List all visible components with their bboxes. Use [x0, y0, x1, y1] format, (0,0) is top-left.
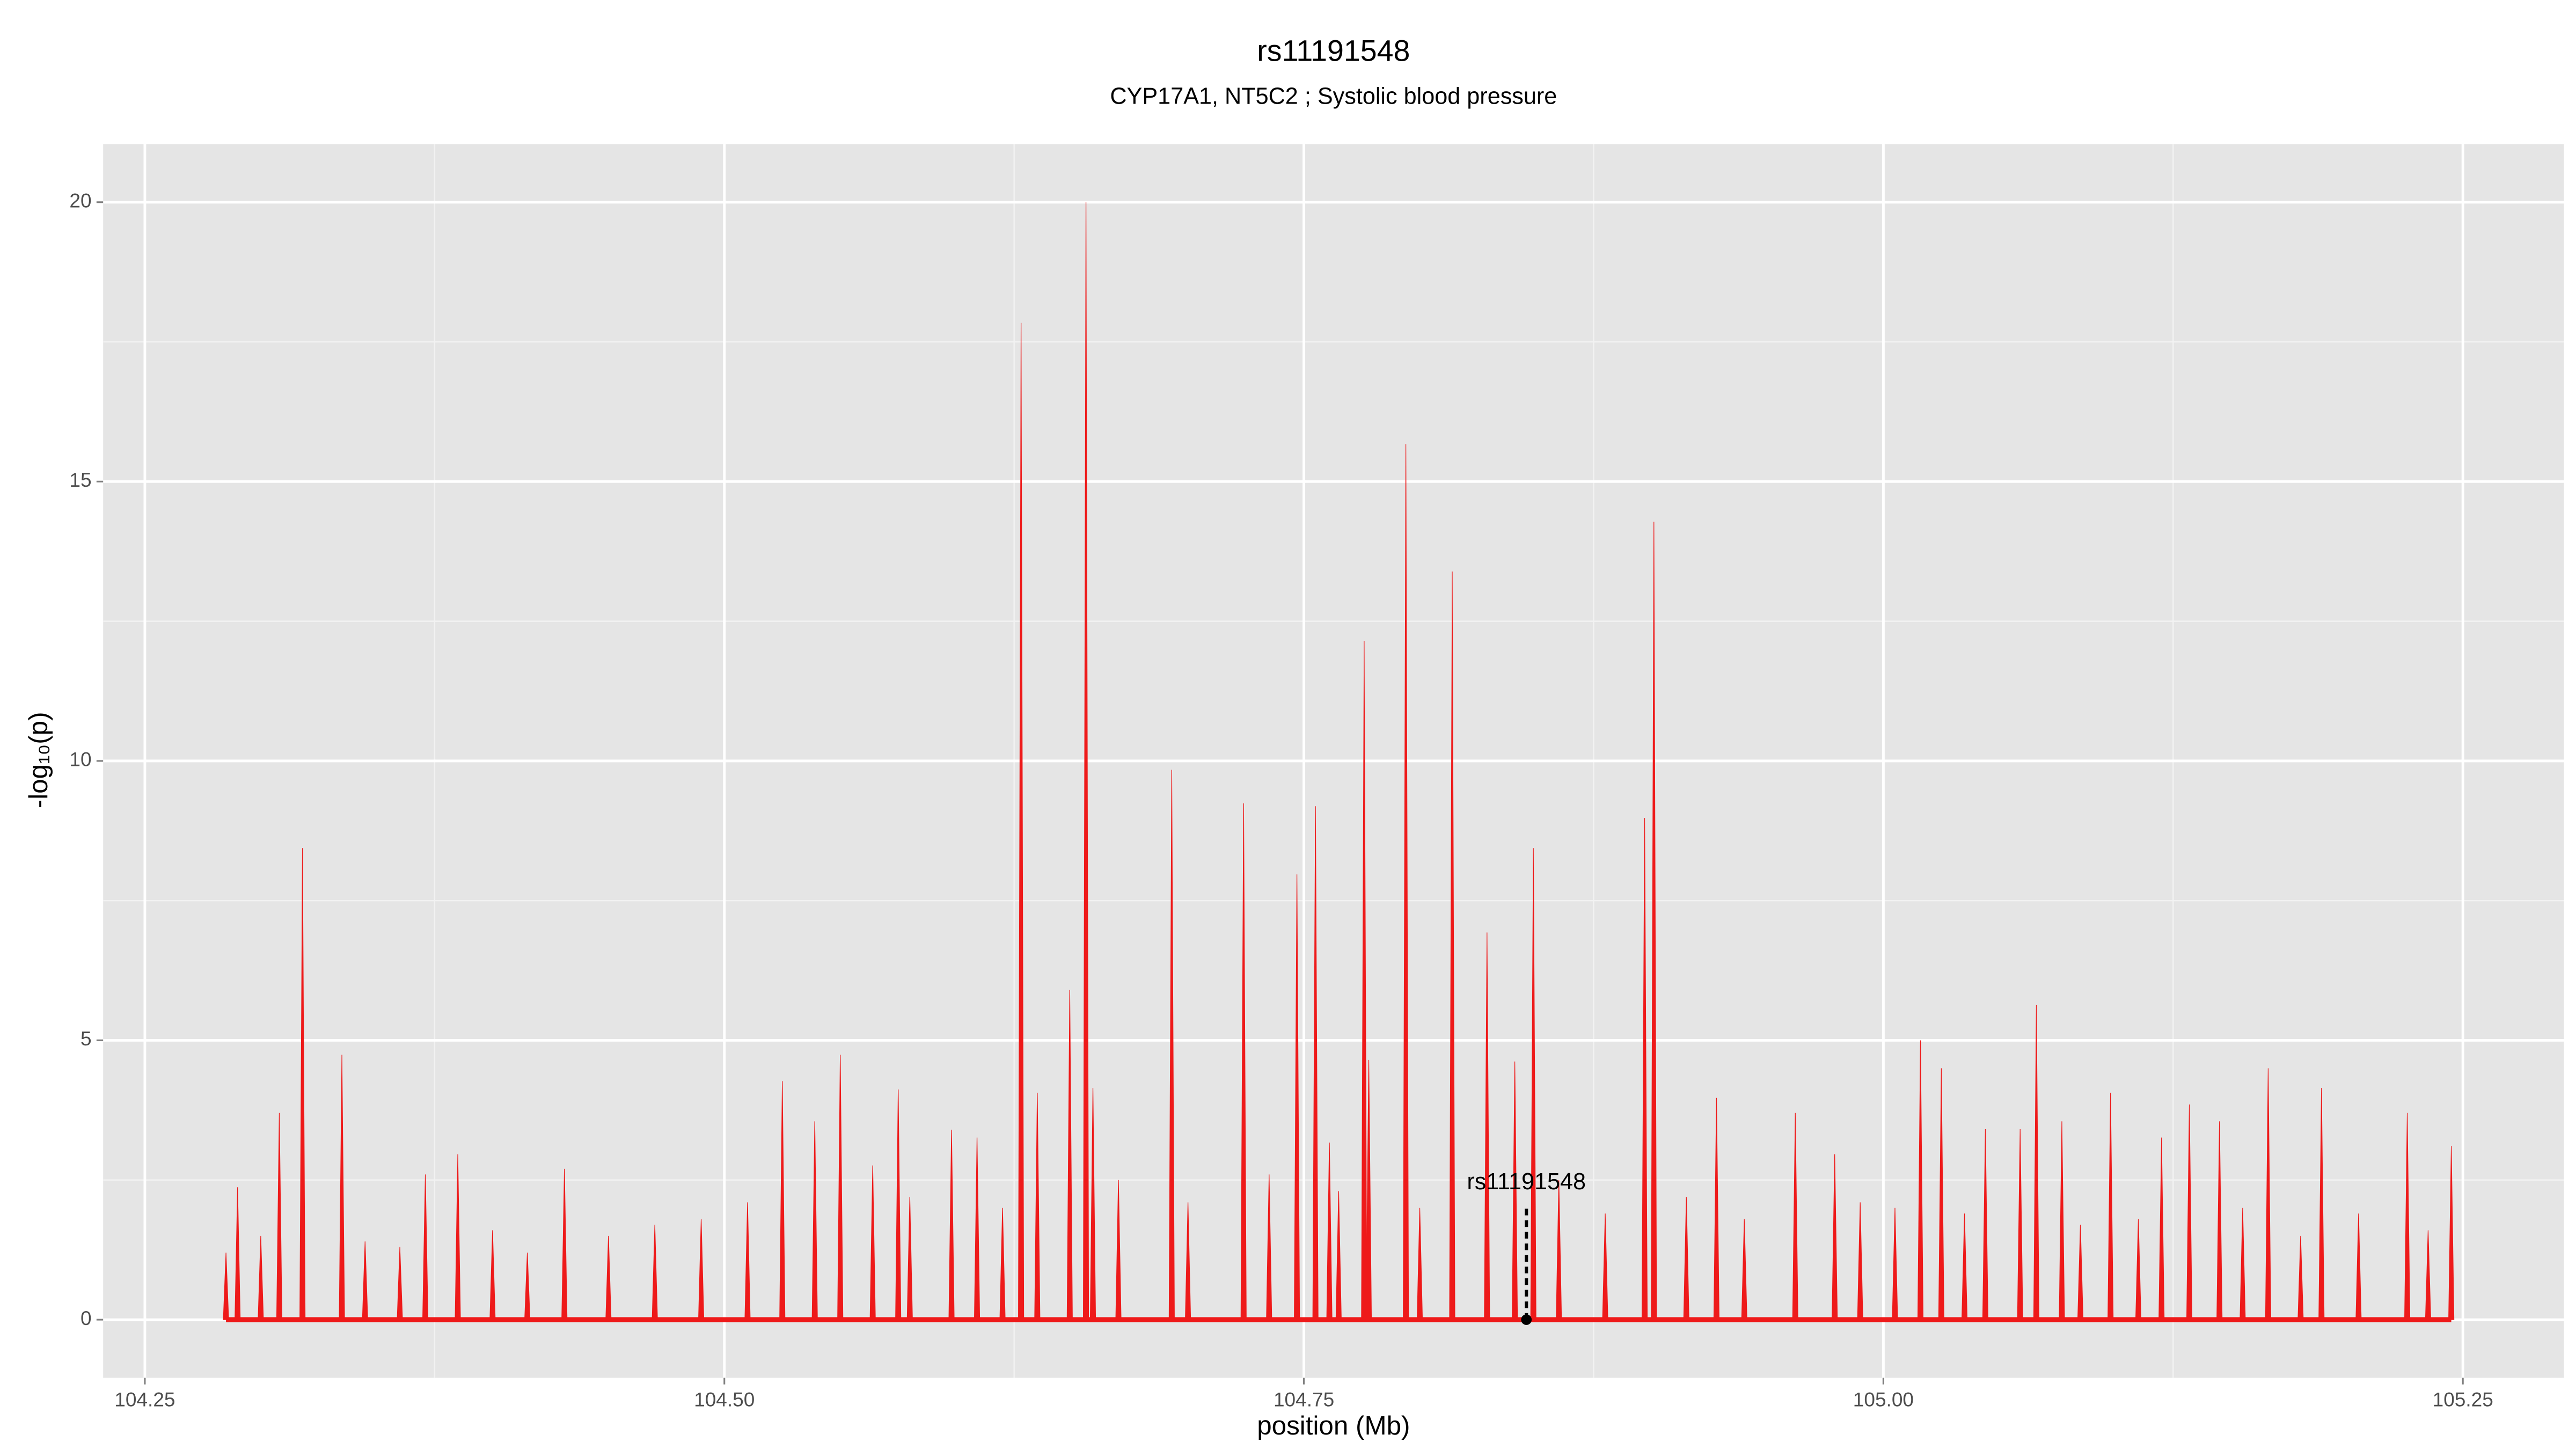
spike — [422, 1174, 429, 1320]
spike — [1185, 1202, 1191, 1320]
y-tick-label: 20 — [69, 189, 91, 212]
spike — [1530, 848, 1536, 1320]
x-tick-label: 105.00 — [1853, 1388, 1914, 1410]
spike — [1361, 641, 1367, 1320]
chart-title: rs11191548 — [1257, 34, 1410, 67]
spike — [1449, 571, 1455, 1320]
spike — [1018, 323, 1024, 1320]
spike — [869, 1165, 876, 1320]
spike — [605, 1235, 612, 1320]
spike — [2135, 1219, 2142, 1320]
spike — [2425, 1230, 2431, 1320]
spike — [999, 1208, 1006, 1320]
spike — [235, 1187, 241, 1320]
spike — [906, 1196, 913, 1320]
spike — [1115, 1180, 1122, 1320]
spike — [1982, 1129, 1989, 1320]
spike — [811, 1121, 818, 1320]
spike — [974, 1137, 980, 1320]
spike — [1602, 1213, 1608, 1320]
spike — [2186, 1104, 2193, 1320]
y-tick-label: 0 — [80, 1307, 92, 1329]
spike — [362, 1241, 368, 1320]
spike — [397, 1247, 403, 1320]
spike — [2077, 1225, 2084, 1320]
spike — [1294, 874, 1300, 1320]
x-tick-label: 104.50 — [694, 1388, 755, 1410]
spike — [895, 1089, 902, 1320]
spike — [1240, 803, 1247, 1320]
spike — [2216, 1121, 2223, 1320]
spike — [299, 848, 306, 1320]
spike — [1683, 1196, 1689, 1320]
x-axis-label: position (Mb) — [1257, 1411, 1410, 1440]
spike — [1938, 1068, 1944, 1320]
spike — [1917, 1040, 1924, 1320]
spike — [223, 1253, 229, 1320]
spike — [1312, 806, 1319, 1320]
spike — [2404, 1113, 2411, 1320]
spike — [339, 1055, 345, 1320]
spike — [1082, 202, 1089, 1320]
annotation-point — [1521, 1314, 1532, 1325]
spike — [1326, 1142, 1333, 1320]
spike — [2017, 1129, 2023, 1320]
spike — [1034, 1093, 1041, 1320]
annotation-label: rs11191548 — [1467, 1169, 1586, 1195]
spike — [1416, 1208, 1423, 1320]
spike — [948, 1130, 955, 1320]
spike — [1857, 1202, 1863, 1320]
spike — [1741, 1219, 1747, 1320]
y-tick-label: 15 — [69, 469, 91, 491]
spike — [1641, 818, 1648, 1320]
spike — [2265, 1068, 2271, 1320]
spike — [1713, 1097, 1719, 1320]
spike — [1651, 522, 1657, 1320]
x-tick-label: 104.25 — [114, 1388, 175, 1410]
spike — [2033, 1005, 2040, 1320]
y-tick-label: 5 — [80, 1027, 92, 1050]
spike — [455, 1154, 461, 1320]
spike — [2448, 1146, 2455, 1320]
spike — [1403, 444, 1409, 1320]
spike — [1168, 770, 1175, 1320]
spike — [2355, 1213, 2362, 1320]
spike — [1556, 1180, 1562, 1320]
spike — [1365, 1059, 1372, 1320]
spike — [2240, 1208, 2246, 1320]
spike — [2318, 1087, 2325, 1320]
spike — [1335, 1191, 1342, 1320]
spike — [2158, 1137, 2165, 1320]
spike — [561, 1168, 568, 1320]
spike — [837, 1055, 844, 1320]
spike — [1892, 1208, 1898, 1320]
spike — [1066, 990, 1073, 1320]
y-axis-label: -log₁₀(p) — [24, 712, 53, 808]
spike — [1512, 1062, 1518, 1320]
spike — [779, 1081, 786, 1320]
spike — [652, 1225, 658, 1320]
spike — [1484, 932, 1490, 1320]
spike — [744, 1202, 751, 1320]
x-tick-label: 105.25 — [2433, 1388, 2493, 1410]
chart-subtitle: CYP17A1, NT5C2 ; Systolic blood pressure — [1110, 83, 1557, 109]
spike — [698, 1219, 705, 1320]
spike — [2297, 1235, 2304, 1320]
spike — [1089, 1087, 1096, 1320]
spike — [276, 1113, 283, 1320]
x-tick-label: 104.75 — [1274, 1388, 1334, 1410]
spike — [524, 1253, 531, 1320]
y-tick-label: 10 — [69, 748, 91, 771]
spike — [1832, 1154, 1838, 1320]
spike — [2059, 1121, 2065, 1320]
spike — [1792, 1113, 1798, 1320]
spike — [489, 1230, 496, 1320]
spike — [258, 1235, 264, 1320]
spike — [1962, 1213, 1968, 1320]
spike — [2107, 1093, 2114, 1320]
spike — [1266, 1174, 1272, 1320]
